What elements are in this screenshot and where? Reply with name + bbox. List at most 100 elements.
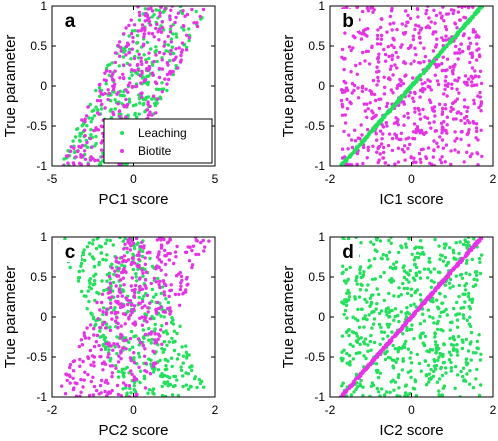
data-point <box>370 310 374 314</box>
data-point <box>115 274 119 278</box>
data-point <box>78 394 82 397</box>
data-point <box>80 118 84 122</box>
data-point <box>429 279 434 283</box>
data-point <box>475 367 479 372</box>
data-point <box>160 58 164 62</box>
data-point <box>123 49 127 53</box>
data-point <box>463 284 467 288</box>
data-point <box>375 65 379 69</box>
data-point <box>464 82 468 86</box>
data-point <box>202 385 206 389</box>
data-point <box>172 261 176 266</box>
data-point <box>352 390 356 394</box>
data-point <box>461 49 465 54</box>
data-point <box>417 108 421 112</box>
data-point <box>133 389 137 393</box>
data-point <box>88 136 93 141</box>
data-point <box>165 88 169 93</box>
data-point <box>92 114 97 118</box>
data-point <box>151 94 156 98</box>
data-point <box>443 79 448 83</box>
data-point <box>135 71 139 76</box>
data-point <box>409 303 413 308</box>
data-point <box>468 154 473 159</box>
data-point <box>110 77 115 82</box>
data-point <box>170 336 174 341</box>
data-point <box>152 60 156 64</box>
data-point <box>411 96 415 100</box>
data-point <box>400 22 404 26</box>
data-point <box>121 387 125 391</box>
data-point <box>72 386 76 390</box>
data-point <box>452 257 456 261</box>
data-point <box>130 302 134 307</box>
data-point <box>413 255 418 259</box>
data-point <box>146 82 150 87</box>
data-point <box>457 283 461 288</box>
data-point <box>426 295 430 299</box>
data-point <box>408 142 412 147</box>
data-point <box>393 162 397 166</box>
data-point <box>162 293 167 297</box>
data-point <box>361 145 366 150</box>
data-point <box>156 332 161 336</box>
data-point <box>121 259 125 264</box>
data-point <box>359 140 364 144</box>
data-point <box>413 387 417 391</box>
data-point <box>94 126 98 130</box>
data-point <box>478 90 482 95</box>
data-point <box>443 283 448 287</box>
data-point <box>126 90 130 94</box>
data-point <box>466 45 471 49</box>
data-point <box>109 107 113 112</box>
data-point <box>143 386 148 390</box>
data-point <box>91 238 96 242</box>
data-point <box>389 64 393 68</box>
data-point <box>131 267 135 272</box>
y-tick-label: 0.5 <box>30 270 47 284</box>
data-point <box>361 161 365 166</box>
data-point <box>94 246 99 251</box>
data-point <box>164 329 168 333</box>
data-point <box>436 270 441 274</box>
data-point <box>408 356 412 360</box>
data-point <box>166 77 171 82</box>
data-point <box>418 252 423 256</box>
data-point <box>137 52 141 56</box>
data-point <box>388 340 392 344</box>
data-point <box>443 255 448 260</box>
data-point <box>370 326 374 330</box>
data-point <box>89 363 93 367</box>
data-point <box>386 306 390 310</box>
data-point <box>477 333 481 337</box>
data-point <box>106 381 110 385</box>
data-point <box>144 286 148 290</box>
data-point <box>411 34 415 38</box>
data-point <box>114 259 118 264</box>
data-point <box>365 127 370 132</box>
data-point <box>122 32 126 36</box>
data-point <box>345 97 349 102</box>
data-point <box>156 300 160 305</box>
data-point <box>346 147 350 151</box>
data-point <box>119 163 123 166</box>
data-point <box>130 29 135 33</box>
data-point <box>108 238 113 243</box>
data-point <box>469 340 473 344</box>
data-point <box>161 285 165 289</box>
data-point <box>359 275 363 280</box>
data-point <box>402 286 406 291</box>
data-point <box>102 288 106 293</box>
data-point <box>133 113 137 117</box>
data-point <box>343 31 347 35</box>
data-point <box>404 321 408 325</box>
data-point <box>150 32 155 36</box>
data-point <box>154 53 158 57</box>
data-point <box>440 131 444 135</box>
data-point <box>446 82 450 86</box>
data-point <box>137 355 142 359</box>
data-point <box>463 288 468 292</box>
data-point <box>477 256 482 261</box>
